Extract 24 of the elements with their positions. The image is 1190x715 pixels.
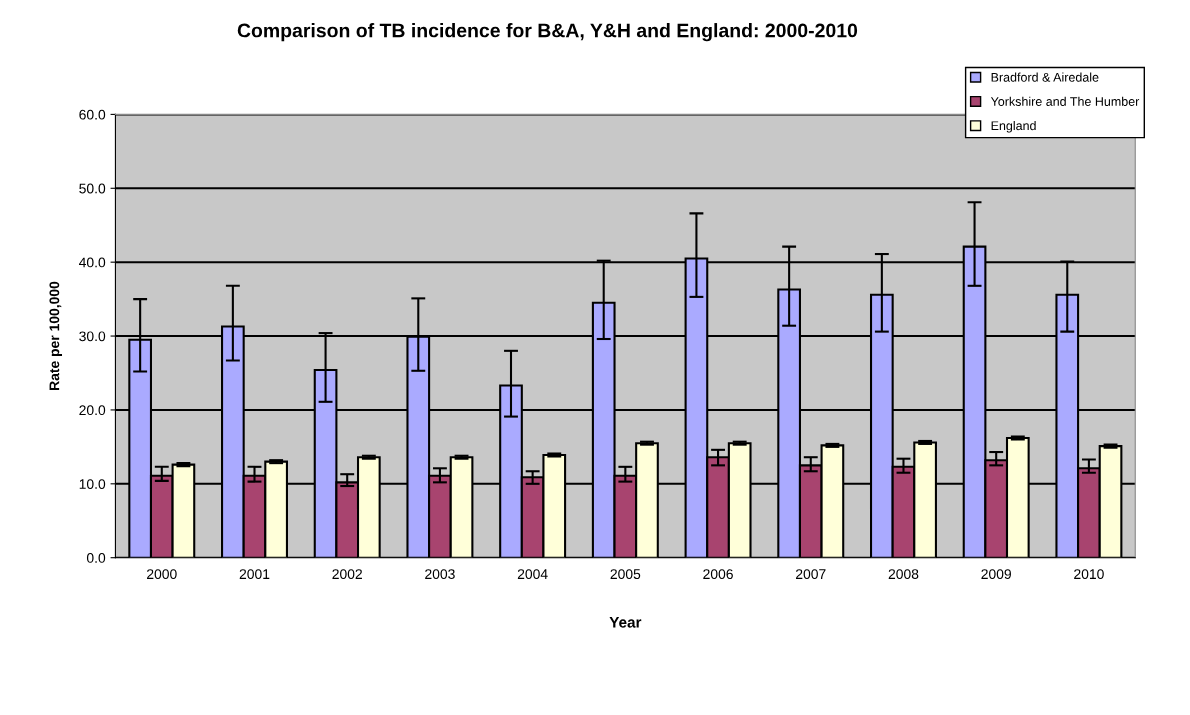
- y-tick-label: 10.0: [79, 479, 106, 489]
- y-axis-title: Rate per 100,000: [49, 281, 63, 390]
- legend-label: Bradford & Airedale: [991, 72, 1099, 82]
- x-tick-label: 2005: [610, 569, 641, 580]
- x-tick-label: 2000: [147, 569, 177, 580]
- legend-label: England: [991, 120, 1036, 133]
- x-tick-label: 2007: [796, 569, 826, 580]
- y-tick-label: 0.0: [86, 553, 106, 563]
- x-tick-label: 2004: [517, 569, 548, 580]
- x-tick-label: 2002: [332, 569, 362, 580]
- x-tick-label: 2006: [703, 569, 733, 580]
- y-tick-label: 30.0: [79, 331, 106, 342]
- y-tick-label: 20.0: [79, 405, 106, 416]
- y-tick-label: 50.0: [79, 183, 106, 194]
- legend-label: Yorkshire and The Humber: [990, 96, 1140, 106]
- x-tick-label: 2009: [981, 569, 1011, 580]
- chart-title: Comparison of TB incidence for B&A, Y&H and England: 2000-2010: [237, 23, 858, 42]
- x-tick-label: 2008: [888, 569, 919, 580]
- y-tick-label: 40.0: [79, 257, 106, 268]
- x-tick-label: 2010: [1074, 569, 1104, 580]
- y-tick-label: 60.0: [79, 109, 106, 120]
- x-tick-label: 2001: [239, 569, 270, 580]
- x-axis-title: Year: [609, 617, 642, 628]
- x-tick-label: 2003: [425, 569, 455, 580]
